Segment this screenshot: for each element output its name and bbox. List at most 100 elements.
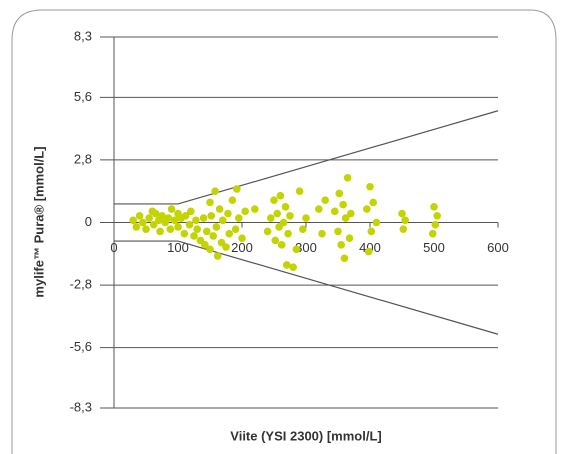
point <box>213 252 222 260</box>
point <box>145 214 153 222</box>
point <box>267 214 275 222</box>
y-tick-label: 2,8 <box>74 151 92 166</box>
point <box>271 236 280 245</box>
point <box>372 218 381 227</box>
point <box>166 225 175 234</box>
point <box>181 211 190 220</box>
y-axis-title: mylife™ Pura® [mmol/L] <box>31 146 46 297</box>
point <box>206 198 214 207</box>
point <box>211 187 219 196</box>
point <box>292 245 301 254</box>
point <box>279 218 288 227</box>
point <box>399 225 408 234</box>
point <box>203 227 211 236</box>
point <box>431 220 440 229</box>
x-tick-label: 600 <box>487 240 509 255</box>
point <box>295 187 304 196</box>
point <box>284 229 292 238</box>
point <box>193 225 201 234</box>
point <box>180 229 189 238</box>
point <box>231 225 240 234</box>
x-tick-label: 100 <box>167 240 189 255</box>
point <box>207 211 216 220</box>
reference-line <box>114 110 499 205</box>
point <box>281 203 290 211</box>
point <box>219 216 227 225</box>
x-tick-label: 200 <box>231 240 253 255</box>
point <box>187 207 195 216</box>
point <box>212 223 221 231</box>
point <box>235 214 243 222</box>
point <box>164 214 173 222</box>
point <box>335 189 344 198</box>
point <box>215 205 224 213</box>
point <box>334 227 342 236</box>
point <box>270 196 278 204</box>
point <box>185 220 194 229</box>
point <box>167 205 176 213</box>
point <box>315 205 323 213</box>
point <box>343 174 352 182</box>
point <box>251 205 259 213</box>
x-tick-label: 0 <box>110 240 117 255</box>
point <box>149 220 158 229</box>
point <box>363 205 371 213</box>
point <box>224 209 232 218</box>
point <box>199 214 208 222</box>
point <box>398 209 406 218</box>
point <box>286 211 294 220</box>
x-tick-label: 300 <box>295 240 317 255</box>
point <box>129 216 137 225</box>
point <box>156 227 164 236</box>
point <box>347 209 355 218</box>
point <box>299 225 307 234</box>
point <box>433 211 442 220</box>
x-axis-title: Viite (YSI 2300) [mmol/L] <box>230 428 381 443</box>
point <box>283 261 291 269</box>
point <box>369 198 378 207</box>
point <box>331 207 339 216</box>
point <box>142 225 150 234</box>
point <box>321 196 330 204</box>
point <box>132 223 141 231</box>
point <box>340 254 349 263</box>
point <box>273 209 282 218</box>
point <box>222 243 230 251</box>
point <box>428 229 437 238</box>
point <box>233 185 241 193</box>
frame <box>11 9 557 454</box>
point <box>339 200 347 209</box>
point <box>289 263 298 271</box>
y-tick-label: -8,3 <box>70 399 92 414</box>
point <box>151 209 160 218</box>
point <box>263 227 272 236</box>
point <box>337 241 346 249</box>
y-tick-label: 8,3 <box>74 28 92 43</box>
point <box>190 232 198 240</box>
point <box>192 216 200 225</box>
point <box>364 247 373 256</box>
reference-line <box>114 240 499 335</box>
point <box>341 214 350 222</box>
point <box>228 196 237 204</box>
point <box>209 232 217 240</box>
point <box>302 214 310 222</box>
point <box>430 203 438 211</box>
point <box>238 234 246 242</box>
point <box>135 211 144 220</box>
y-tick-label: 0 <box>85 214 92 229</box>
point <box>367 227 376 236</box>
point <box>174 223 182 231</box>
point <box>276 191 285 200</box>
y-tick-label: 5,6 <box>74 89 92 104</box>
x-tick-label: 400 <box>359 240 381 255</box>
point <box>277 241 286 249</box>
point <box>201 241 209 249</box>
point <box>171 216 179 225</box>
y-tick-label: -2,8 <box>70 277 92 292</box>
point <box>401 216 410 225</box>
point <box>366 182 374 191</box>
point <box>241 207 249 216</box>
y-tick-label: -5,6 <box>70 339 92 354</box>
